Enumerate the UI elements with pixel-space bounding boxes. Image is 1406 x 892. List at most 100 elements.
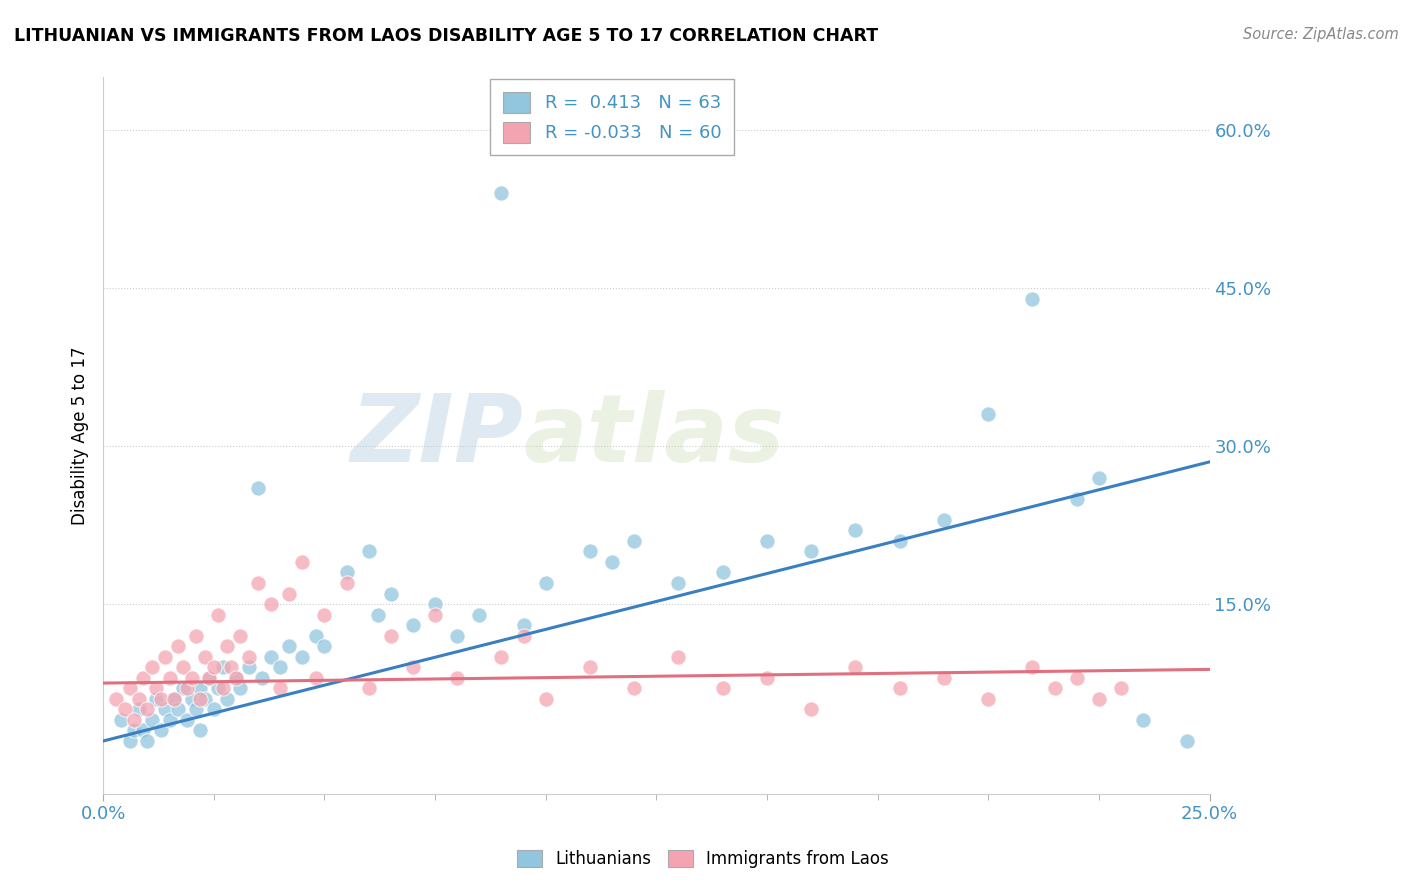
Point <box>190 681 212 696</box>
Point <box>423 607 446 622</box>
Text: ZIP: ZIP <box>350 390 523 482</box>
Point <box>1088 471 1111 485</box>
Point <box>198 671 221 685</box>
Point <box>105 691 128 706</box>
Point <box>844 524 866 538</box>
Point <box>159 713 181 727</box>
Point <box>1066 671 1088 685</box>
Point <box>512 629 534 643</box>
Point <box>247 576 270 591</box>
Point <box>194 691 217 706</box>
Point <box>118 734 141 748</box>
Point <box>668 649 690 664</box>
Point <box>579 660 602 674</box>
Point <box>207 681 229 696</box>
Point <box>844 660 866 674</box>
Point <box>145 691 167 706</box>
Point <box>1043 681 1066 696</box>
Point <box>977 691 1000 706</box>
Point <box>132 671 155 685</box>
Point <box>211 660 233 674</box>
Point <box>335 576 357 591</box>
Point <box>357 681 380 696</box>
Point <box>423 597 446 611</box>
Point <box>623 533 645 548</box>
Point <box>755 671 778 685</box>
Point <box>132 723 155 738</box>
Text: LITHUANIAN VS IMMIGRANTS FROM LAOS DISABILITY AGE 5 TO 17 CORRELATION CHART: LITHUANIAN VS IMMIGRANTS FROM LAOS DISAB… <box>14 27 879 45</box>
Point <box>889 681 911 696</box>
Point <box>932 671 955 685</box>
Point <box>491 186 513 201</box>
Point <box>141 660 163 674</box>
Point <box>932 513 955 527</box>
Point <box>163 691 186 706</box>
Text: atlas: atlas <box>523 390 785 482</box>
Point <box>357 544 380 558</box>
Legend: R =  0.413   N = 63, R = -0.033   N = 60: R = 0.413 N = 63, R = -0.033 N = 60 <box>491 79 734 155</box>
Point <box>247 481 270 495</box>
Legend: Lithuanians, Immigrants from Laos: Lithuanians, Immigrants from Laos <box>510 843 896 875</box>
Point <box>202 660 225 674</box>
Text: Source: ZipAtlas.com: Source: ZipAtlas.com <box>1243 27 1399 42</box>
Point <box>149 691 172 706</box>
Point <box>238 660 260 674</box>
Point <box>534 691 557 706</box>
Point <box>579 544 602 558</box>
Point <box>215 639 238 653</box>
Point <box>110 713 132 727</box>
Point <box>172 681 194 696</box>
Point <box>491 649 513 664</box>
Point <box>153 649 176 664</box>
Point <box>291 649 314 664</box>
Point <box>335 566 357 580</box>
Point <box>623 681 645 696</box>
Point <box>291 555 314 569</box>
Point <box>446 629 468 643</box>
Point <box>446 671 468 685</box>
Point <box>172 660 194 674</box>
Point <box>122 713 145 727</box>
Point <box>314 639 336 653</box>
Point <box>380 629 402 643</box>
Point <box>180 671 202 685</box>
Point <box>167 702 190 716</box>
Point <box>194 649 217 664</box>
Point <box>149 723 172 738</box>
Point <box>153 702 176 716</box>
Point <box>167 639 190 653</box>
Point <box>711 681 734 696</box>
Point <box>800 702 823 716</box>
Point <box>1066 491 1088 506</box>
Point <box>145 681 167 696</box>
Point <box>225 671 247 685</box>
Point <box>278 639 301 653</box>
Point <box>402 618 425 632</box>
Point <box>304 629 326 643</box>
Point <box>163 691 186 706</box>
Point <box>207 607 229 622</box>
Point <box>141 713 163 727</box>
Point <box>180 691 202 706</box>
Point <box>755 533 778 548</box>
Point <box>977 408 1000 422</box>
Point <box>252 671 274 685</box>
Point <box>512 618 534 632</box>
Point <box>278 586 301 600</box>
Point <box>211 681 233 696</box>
Point <box>190 723 212 738</box>
Point <box>366 607 388 622</box>
Point <box>122 723 145 738</box>
Point <box>269 660 291 674</box>
Point <box>1088 691 1111 706</box>
Point <box>1177 734 1199 748</box>
Point <box>260 597 283 611</box>
Point <box>314 607 336 622</box>
Point <box>468 607 491 622</box>
Point <box>215 691 238 706</box>
Point <box>269 681 291 696</box>
Point <box>1132 713 1154 727</box>
Point <box>534 576 557 591</box>
Point <box>118 681 141 696</box>
Point <box>600 555 623 569</box>
